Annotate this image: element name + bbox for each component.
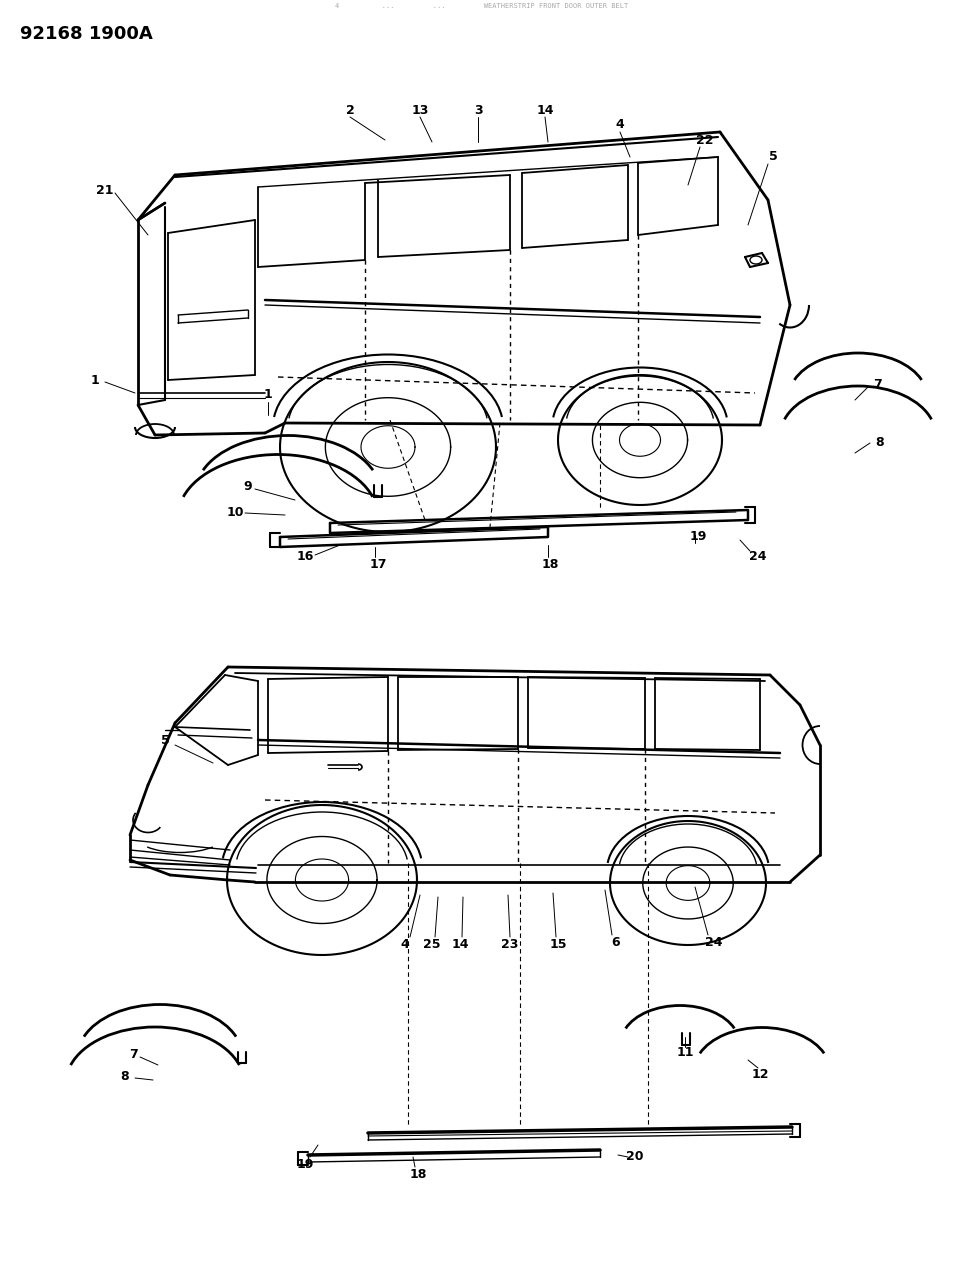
Text: 5: 5 xyxy=(768,150,777,163)
Text: 25: 25 xyxy=(424,938,441,951)
Text: 1: 1 xyxy=(91,374,99,386)
Text: 9: 9 xyxy=(244,481,252,493)
Text: 8: 8 xyxy=(120,1071,129,1084)
Text: 92168 1900A: 92168 1900A xyxy=(20,26,153,43)
Text: 3: 3 xyxy=(474,103,482,116)
Text: 20: 20 xyxy=(626,1150,643,1164)
Text: 12: 12 xyxy=(751,1068,768,1081)
Text: 4: 4 xyxy=(615,119,624,131)
Text: 22: 22 xyxy=(696,134,714,147)
Text: 4: 4 xyxy=(401,938,409,951)
Text: 18: 18 xyxy=(541,558,559,571)
Text: 5: 5 xyxy=(161,733,169,746)
Text: 18: 18 xyxy=(409,1168,427,1182)
Text: 4          ...         ...         WEATHERSTRIP FRONT DOOR OUTER BELT: 4 ... ... WEATHERSTRIP FRONT DOOR OUTER … xyxy=(335,3,629,9)
Text: 1: 1 xyxy=(264,389,273,402)
Text: 19: 19 xyxy=(297,1159,314,1172)
Text: 24: 24 xyxy=(749,551,767,564)
Text: 16: 16 xyxy=(297,551,314,564)
Text: 19: 19 xyxy=(690,530,707,543)
Text: 8: 8 xyxy=(875,436,884,450)
Text: 14: 14 xyxy=(452,938,469,951)
Text: 10: 10 xyxy=(226,506,244,519)
Text: 7: 7 xyxy=(129,1048,138,1062)
Text: 2: 2 xyxy=(346,103,354,116)
Text: 6: 6 xyxy=(612,937,620,950)
Text: 13: 13 xyxy=(411,103,429,116)
Text: 17: 17 xyxy=(369,558,387,571)
Text: 24: 24 xyxy=(705,937,723,950)
Text: 7: 7 xyxy=(873,379,882,391)
Text: 14: 14 xyxy=(536,103,554,116)
Text: 15: 15 xyxy=(549,938,567,951)
Text: 11: 11 xyxy=(676,1047,693,1060)
Text: 21: 21 xyxy=(96,184,114,196)
Text: 23: 23 xyxy=(502,938,519,951)
